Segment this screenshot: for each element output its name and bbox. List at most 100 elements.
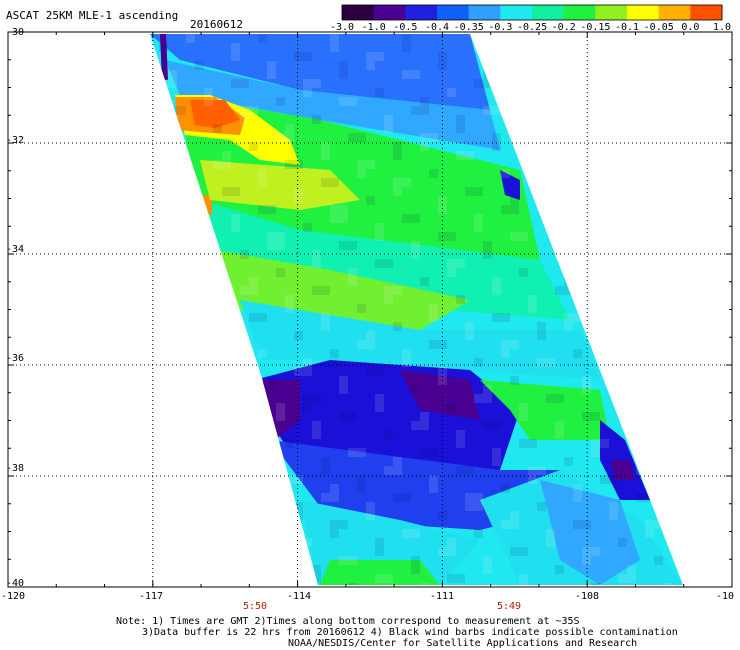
swath-cell-highlight — [483, 556, 492, 565]
swath-cell-shade — [537, 151, 546, 160]
swath-cell-shade — [546, 52, 555, 61]
swath-cell-shade — [231, 358, 240, 367]
swath-cell-highlight — [528, 124, 537, 133]
swath-cell-shade — [303, 223, 312, 232]
swath-cell-shade — [474, 187, 483, 196]
lon-label-10: -10 — [716, 591, 735, 602]
swath-cell-shade — [474, 529, 483, 538]
swath-cell-shade — [447, 574, 456, 583]
swath-cell-shade — [366, 367, 375, 376]
swath-cell-highlight — [159, 187, 168, 196]
swath-cell-shade — [348, 583, 357, 585]
swath-cell-shade — [600, 475, 609, 484]
swath-band-lightblue-se — [540, 480, 640, 585]
swath-cell-highlight — [330, 43, 339, 52]
lat-label-34: -34 — [6, 244, 25, 255]
swath-cell-shade — [537, 160, 546, 169]
swath-cell-shade — [537, 322, 546, 331]
swath-cell-shade — [411, 385, 420, 394]
swath-cell-highlight — [411, 529, 420, 538]
swath-cell-shade — [303, 403, 312, 412]
swath-cell-highlight — [456, 259, 465, 268]
swath-cell-highlight — [330, 484, 339, 493]
swath-cell-highlight — [231, 214, 240, 223]
swath-cell-shade — [411, 565, 420, 574]
note-line-3: NOAA/NESDIS/Center for Satellite Applica… — [288, 638, 638, 649]
swath-cell-shade — [240, 430, 249, 439]
swath-cell-shade — [645, 493, 654, 502]
swath-cell-highlight — [411, 250, 420, 259]
swath-cell-highlight — [384, 574, 393, 583]
swath-cell-highlight — [627, 565, 636, 574]
swath-cell-highlight — [483, 394, 492, 403]
swath-cell-highlight — [240, 106, 249, 115]
swath-cell-highlight — [582, 97, 591, 106]
swath-cell-highlight — [591, 97, 600, 106]
swath-cell-highlight — [420, 421, 429, 430]
swath-cell-highlight — [267, 61, 276, 70]
swath-cell-shade — [483, 250, 492, 259]
swath-cell-shade — [564, 457, 573, 466]
swath-cell-highlight — [384, 286, 393, 295]
swath-band-redorange-coast — [190, 100, 240, 128]
swath-cell-highlight — [204, 268, 213, 277]
swath-cell-highlight — [348, 277, 357, 286]
swath-cell-highlight — [159, 529, 168, 538]
swath-cell-shade — [528, 439, 537, 448]
colorbar-segment — [627, 5, 660, 20]
swath-cell-shade — [420, 448, 429, 457]
swath-cell-shade — [330, 529, 339, 538]
swath-band-upper-blue — [150, 34, 490, 110]
swath-cell-highlight — [240, 115, 249, 124]
swath-cell-shade — [609, 196, 618, 205]
swath-cell-highlight — [366, 502, 375, 511]
time-label-left: 5:50 — [243, 601, 268, 612]
swath-cell-highlight — [258, 178, 267, 187]
swath-cell-shade — [168, 565, 177, 574]
swath-cell-highlight — [402, 349, 411, 358]
swath-cell-shade — [168, 106, 177, 115]
swath-cell-highlight — [591, 448, 600, 457]
swath-band-yellowgreen — [200, 160, 360, 210]
swath-cell-highlight — [303, 367, 312, 376]
swath-cell-shade — [681, 340, 683, 349]
swath-cell-highlight — [681, 196, 683, 205]
swath-cell-shade — [339, 61, 348, 70]
swath-cell-highlight — [384, 466, 393, 475]
swath-cell-shade — [393, 493, 402, 502]
swath-cell-shade — [375, 259, 384, 268]
swath-cell-shade — [339, 412, 348, 421]
swath-cell-highlight — [348, 97, 357, 106]
swath-cell-shade — [357, 133, 366, 142]
swath-cell-highlight — [483, 385, 492, 394]
swath-cell-shade — [663, 97, 672, 106]
swath-cell-highlight — [393, 178, 402, 187]
swath-cell-shade — [438, 511, 447, 520]
swath-cell-highlight — [609, 52, 618, 61]
swath-cell-shade — [312, 574, 321, 583]
swath-cell-highlight — [429, 475, 438, 484]
swath-cell-highlight — [294, 367, 303, 376]
swath-cell-highlight — [303, 538, 312, 547]
swath-cell-shade — [492, 313, 501, 322]
colorbar-label: -0.4 — [425, 22, 450, 33]
swath-cell-shade — [519, 268, 528, 277]
swath-cell-shade — [564, 277, 573, 286]
swath-cell-shade — [267, 385, 276, 394]
swath-cell-shade — [159, 493, 168, 502]
swath-cell-shade — [519, 97, 528, 106]
swath-cell-shade — [564, 286, 573, 295]
swath-cell-highlight — [249, 457, 258, 466]
swath-cell-highlight — [537, 358, 546, 367]
swath-cell-shade — [222, 466, 231, 475]
swath-cell-shade — [258, 205, 267, 214]
swath-cell-shade — [510, 547, 519, 556]
swath-cell-highlight — [384, 115, 393, 124]
swath-cell-highlight — [195, 196, 204, 205]
wind-swath — [150, 34, 683, 585]
swath-cell-highlight — [510, 511, 519, 520]
swath-cell-shade — [213, 124, 222, 133]
swath-cell-shade — [168, 556, 177, 565]
swath-cell-highlight — [474, 214, 483, 223]
